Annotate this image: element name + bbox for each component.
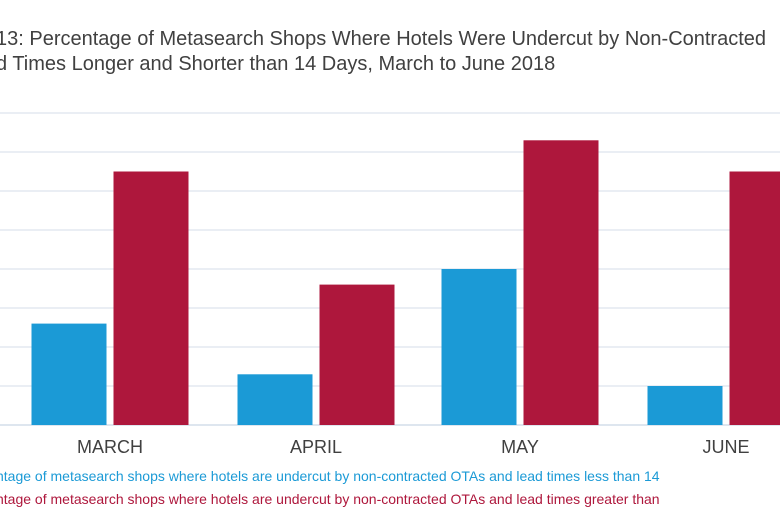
bar-march-series-1 bbox=[31, 323, 107, 425]
bar-june-series-2 bbox=[729, 171, 780, 425]
bar-april-series-2 bbox=[319, 284, 395, 425]
x-tick-label-may: MAY bbox=[501, 437, 539, 457]
chart-title: 13: Percentage of Metasearch Shops Where… bbox=[0, 27, 766, 77]
bar-march-series-2 bbox=[113, 171, 189, 425]
x-tick-label-june: JUNE bbox=[702, 437, 749, 457]
bar-april-series-1 bbox=[237, 374, 313, 425]
bar-may-series-2 bbox=[523, 140, 599, 426]
bar-june-series-1 bbox=[647, 386, 723, 425]
chart-title-line-1: 13: Percentage of Metasearch Shops Where… bbox=[0, 28, 767, 50]
x-tick-label-april: APRIL bbox=[290, 437, 342, 457]
legend-entry-series-2: ntage of metasearch shops where hotels a… bbox=[0, 491, 660, 507]
legend-entry-series-1: ntage of metasearch shops where hotels a… bbox=[0, 468, 660, 484]
bar-may-series-1 bbox=[441, 269, 517, 425]
chart-title-line-2: d Times Longer and Shorter than 14 Days,… bbox=[0, 53, 556, 75]
x-tick-label-march: MARCH bbox=[77, 437, 143, 457]
